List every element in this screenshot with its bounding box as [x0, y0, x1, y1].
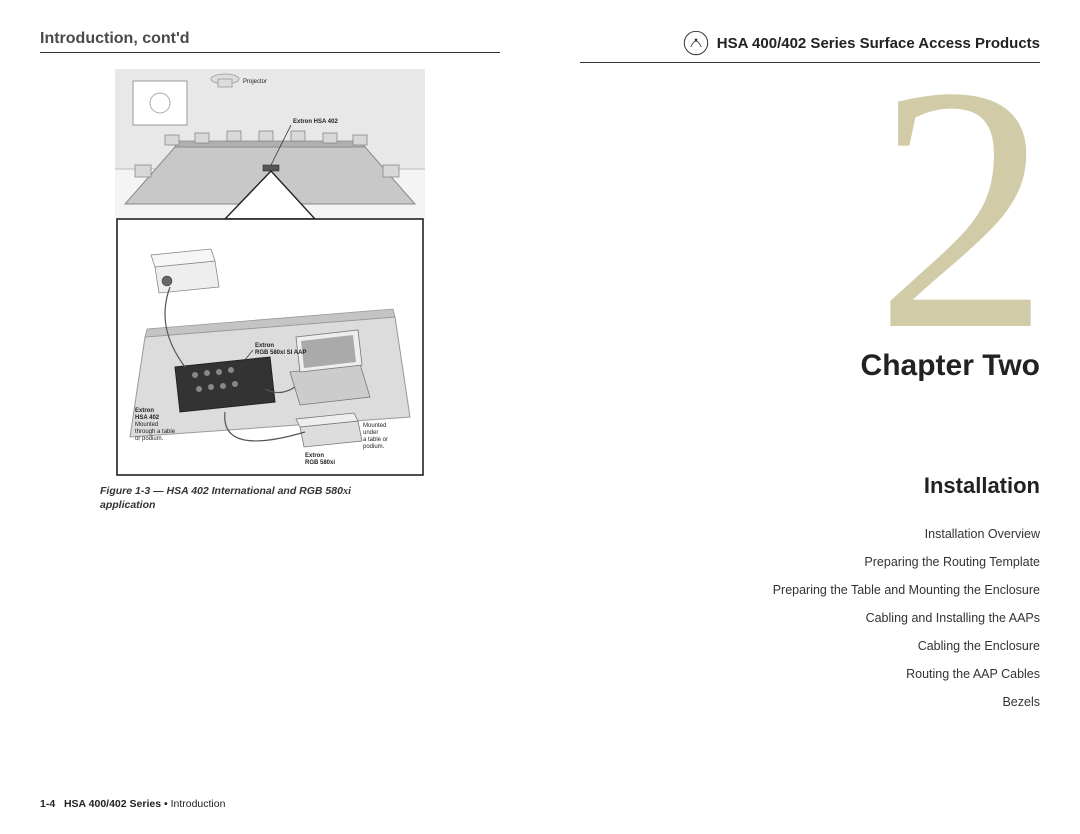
toc-item: Cabling the Enclosure [580, 639, 1040, 653]
footer-left: 1-4 HSA 400/402 Series • Introduction [40, 798, 225, 810]
label-mu-3: a table or [363, 437, 388, 443]
toc-item: Routing the AAP Cables [580, 667, 1040, 681]
label-rgb580xi-si-2: RGB 580xi SI AAP [255, 350, 306, 356]
right-page: HSA 400/402 Series Surface Access Produc… [540, 0, 1080, 834]
label-hsa402-d2: through a table [135, 429, 176, 435]
caption-c: application [100, 499, 155, 511]
label-hsa402-2: HSA 402 [135, 415, 160, 421]
label-hsa402-d3: or podium. [135, 436, 164, 442]
caption-xi: xi [343, 486, 351, 497]
big-chapter-number: 2 [875, 33, 1050, 383]
toc-list: Installation Overview Preparing the Rout… [580, 527, 1040, 709]
toc-item: Preparing the Table and Mounting the Enc… [580, 583, 1040, 597]
page-number: 1-4 [40, 798, 55, 810]
label-rgb580xi-si-1: Extron [255, 343, 274, 349]
footer-series: HSA 400/402 Series • [64, 798, 171, 810]
label-hsa402-d1: Mounted [135, 422, 158, 428]
label-hsa402-1: Extron [135, 408, 154, 414]
toc-item: Cabling and Installing the AAPs [580, 611, 1040, 625]
chapter-subtitle: Installation [580, 473, 1040, 499]
figure-container: Projector Extron HSA 402 [100, 69, 440, 512]
toc-item: Bezels [580, 695, 1040, 709]
label-extron-hsa: Extron HSA 402 [293, 119, 338, 125]
figure-room-svg: Projector Extron HSA 402 [115, 69, 425, 219]
label-rgb580xi-1: Extron [305, 453, 324, 459]
chapter-hero: 2 Chapter Two [580, 73, 1040, 413]
label-mu-1: Mounted [363, 423, 386, 429]
figure-detail-svg: Extron RGB 580xi SI AAP Extron HSA 402 M… [115, 217, 425, 477]
toc-item: Preparing the Routing Template [580, 555, 1040, 569]
label-mu-2: under [363, 430, 378, 436]
toc-item: Installation Overview [580, 527, 1040, 541]
logo-icon [683, 30, 709, 56]
label-projector: Projector [243, 79, 267, 85]
chapter-title: Chapter Two [861, 349, 1040, 383]
section-heading: Introduction, cont'd [40, 30, 500, 53]
left-page: Introduction, cont'd Projector [0, 0, 540, 834]
label-mu-4: podium. [363, 444, 385, 450]
caption-a: Figure 1-3 — HSA 402 International and R… [100, 485, 343, 497]
footer-section: Introduction [171, 798, 226, 810]
label-rgb580xi-2: RGB 580xi [305, 460, 335, 466]
figure-caption: Figure 1-3 — HSA 402 International and R… [100, 485, 440, 512]
